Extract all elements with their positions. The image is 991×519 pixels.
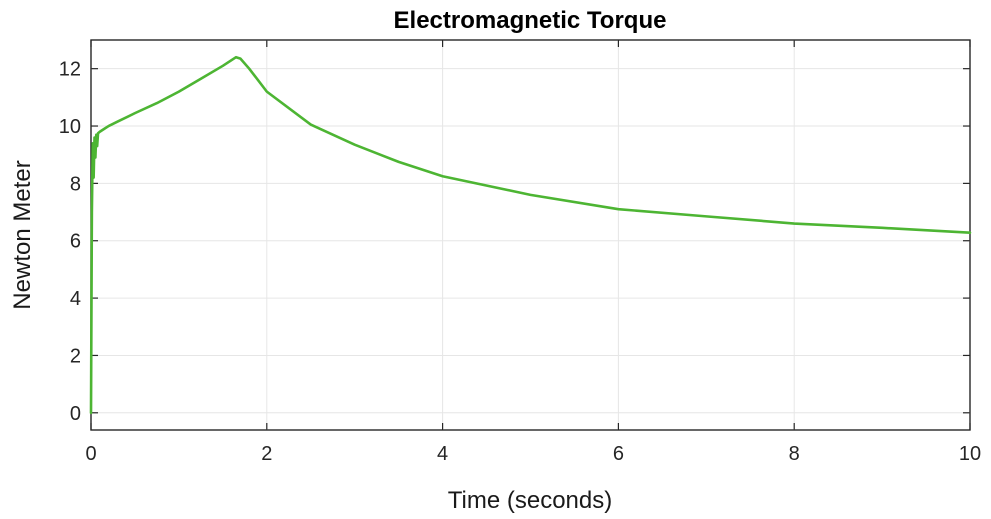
x-axis-label: Time (seconds): [448, 487, 612, 514]
x-tick-label: 0: [85, 443, 96, 465]
x-tick-label: 8: [789, 443, 800, 465]
x-tick-label: 10: [959, 443, 981, 465]
y-axis-label: Newton Meter: [9, 160, 36, 309]
y-tick-label: 10: [59, 116, 81, 138]
axis-ticks: 0 2 4 6 8 10 0 2 4 6 8 10 12: [59, 40, 981, 465]
x-tick-label: 6: [613, 443, 624, 465]
y-tick-label: 6: [70, 231, 81, 253]
y-tick-label: 0: [70, 403, 81, 425]
grid: [91, 40, 970, 430]
y-tick-label: 2: [70, 345, 81, 367]
y-tick-label: 8: [70, 173, 81, 195]
torque-line: [89, 55, 972, 415]
y-tick-label: 4: [70, 288, 81, 310]
y-tick-label: 12: [59, 59, 81, 81]
x-tick-label: 4: [437, 443, 448, 465]
plot-area: [90, 39, 971, 431]
series-layer: [89, 55, 972, 415]
x-tick-label: 2: [261, 443, 272, 465]
chart-title: Electromagnetic Torque: [394, 7, 667, 34]
